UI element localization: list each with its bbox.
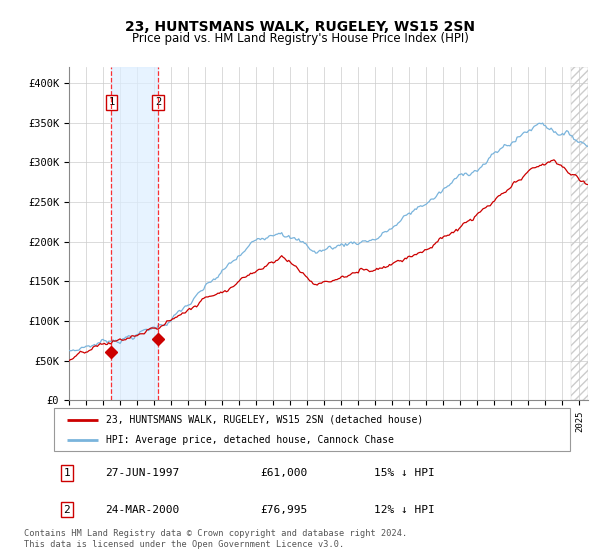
FancyBboxPatch shape (54, 408, 570, 451)
Text: 24-MAR-2000: 24-MAR-2000 (106, 505, 180, 515)
Text: 12% ↓ HPI: 12% ↓ HPI (374, 505, 434, 515)
Text: 23, HUNTSMANS WALK, RUGELEY, WS15 2SN: 23, HUNTSMANS WALK, RUGELEY, WS15 2SN (125, 20, 475, 34)
Text: 1: 1 (108, 97, 115, 107)
Text: Contains HM Land Registry data © Crown copyright and database right 2024.
This d: Contains HM Land Registry data © Crown c… (24, 529, 407, 549)
Text: 15% ↓ HPI: 15% ↓ HPI (374, 468, 434, 478)
Text: 23, HUNTSMANS WALK, RUGELEY, WS15 2SN (detached house): 23, HUNTSMANS WALK, RUGELEY, WS15 2SN (d… (106, 415, 423, 424)
Text: 2: 2 (155, 97, 161, 107)
Text: Price paid vs. HM Land Registry's House Price Index (HPI): Price paid vs. HM Land Registry's House … (131, 32, 469, 45)
Text: 27-JUN-1997: 27-JUN-1997 (106, 468, 180, 478)
Text: £76,995: £76,995 (260, 505, 308, 515)
Text: HPI: Average price, detached house, Cannock Chase: HPI: Average price, detached house, Cann… (106, 435, 394, 445)
Text: £61,000: £61,000 (260, 468, 308, 478)
Bar (112, 67, 158, 400)
Text: 2: 2 (64, 505, 70, 515)
Text: 1: 1 (64, 468, 70, 478)
